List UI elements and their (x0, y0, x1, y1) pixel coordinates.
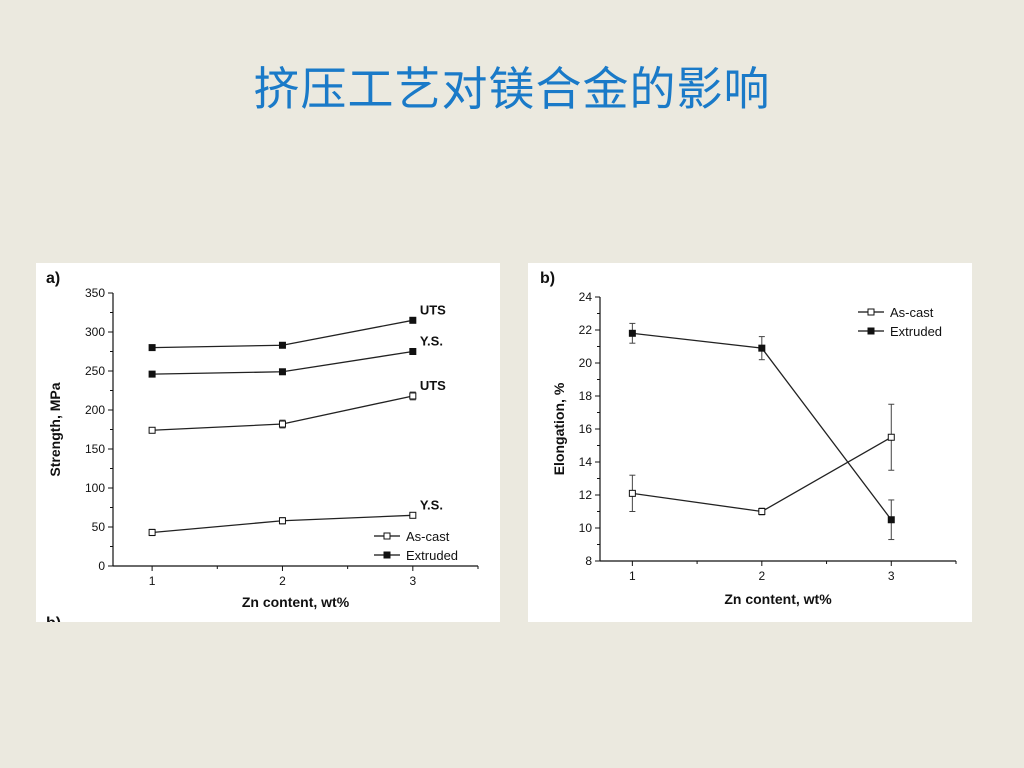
y-tick-label: 24 (579, 290, 593, 304)
legend-label: Extruded (890, 324, 942, 339)
slide-title: 挤压工艺对镁合金的影响 (253, 62, 771, 116)
data-point (409, 511, 417, 519)
y-tick-label: 20 (579, 356, 593, 370)
y-tick-label: 300 (85, 325, 105, 339)
x-tick-label: 1 (149, 574, 156, 588)
next-panel-label: b) (46, 615, 61, 622)
y-tick-label: 350 (85, 286, 105, 300)
legend-label: As-cast (890, 305, 934, 320)
data-point (409, 348, 417, 355)
series-annotation: Y.S. (420, 497, 443, 512)
data-point (148, 528, 156, 536)
y-tick-label: 10 (579, 521, 593, 535)
data-point (628, 329, 636, 337)
x-tick-label: 1 (629, 569, 636, 583)
data-point (758, 344, 766, 352)
series-annotation: UTS (420, 302, 446, 317)
data-point (887, 516, 895, 524)
data-point (148, 370, 156, 378)
series-annotation: Y.S. (420, 334, 443, 349)
y-tick-label: 18 (579, 389, 593, 403)
series-annotation: UTS (420, 378, 446, 393)
panel-label: a) (46, 270, 60, 287)
legend-marker (867, 308, 875, 316)
data-point (409, 316, 417, 324)
data-point (278, 368, 286, 376)
x-tick-label: 2 (279, 574, 286, 588)
data-point (758, 508, 766, 515)
data-point (887, 433, 895, 441)
y-tick-label: 16 (579, 422, 593, 436)
legend-label: As-cast (406, 529, 450, 544)
data-point (278, 420, 286, 428)
legend-marker (867, 327, 875, 335)
x-axis-title: Zn content, wt% (724, 591, 832, 607)
data-point (278, 341, 286, 349)
legend-marker (383, 532, 391, 540)
y-tick-label: 14 (579, 455, 593, 469)
y-tick-label: 150 (85, 442, 105, 456)
y-tick-label: 0 (98, 559, 105, 573)
x-tick-label: 3 (409, 574, 416, 588)
series-line-1 (632, 332, 892, 521)
x-axis-title: Zn content, wt% (242, 594, 350, 610)
data-point (148, 426, 156, 434)
y-tick-label: 22 (579, 323, 593, 337)
data-point (148, 344, 156, 352)
y-tick-label: 200 (85, 403, 105, 417)
data-point (628, 489, 636, 497)
y-tick-label: 250 (85, 364, 105, 378)
legend-label: Extruded (406, 548, 458, 563)
y-tick-label: 8 (585, 554, 592, 568)
y-axis-title: Elongation, % (551, 382, 567, 475)
y-tick-label: 50 (92, 520, 106, 534)
series-line-0 (632, 436, 892, 513)
elongation-chart-panel: b) 8 10 12 14 16 18 20 22 24 1 2 3 Zn content, wt% Elo… (528, 263, 972, 622)
data-point (409, 392, 417, 400)
strength-chart-panel: a) b) 0 50 100 150 200 250 300 350 1 2 3 Zn content, … (36, 263, 500, 622)
y-axis-title: Strength, MPa (47, 382, 63, 476)
y-tick-label: 12 (579, 488, 593, 502)
x-tick-label: 3 (888, 569, 895, 583)
strength-chart: a) b) 0 50 100 150 200 250 300 350 1 2 3 Zn content, … (46, 270, 479, 622)
data-point (278, 517, 286, 525)
y-tick-label: 100 (85, 481, 105, 495)
panel-label: b) (540, 270, 555, 287)
x-tick-label: 2 (758, 569, 765, 583)
legend-marker (383, 551, 391, 559)
